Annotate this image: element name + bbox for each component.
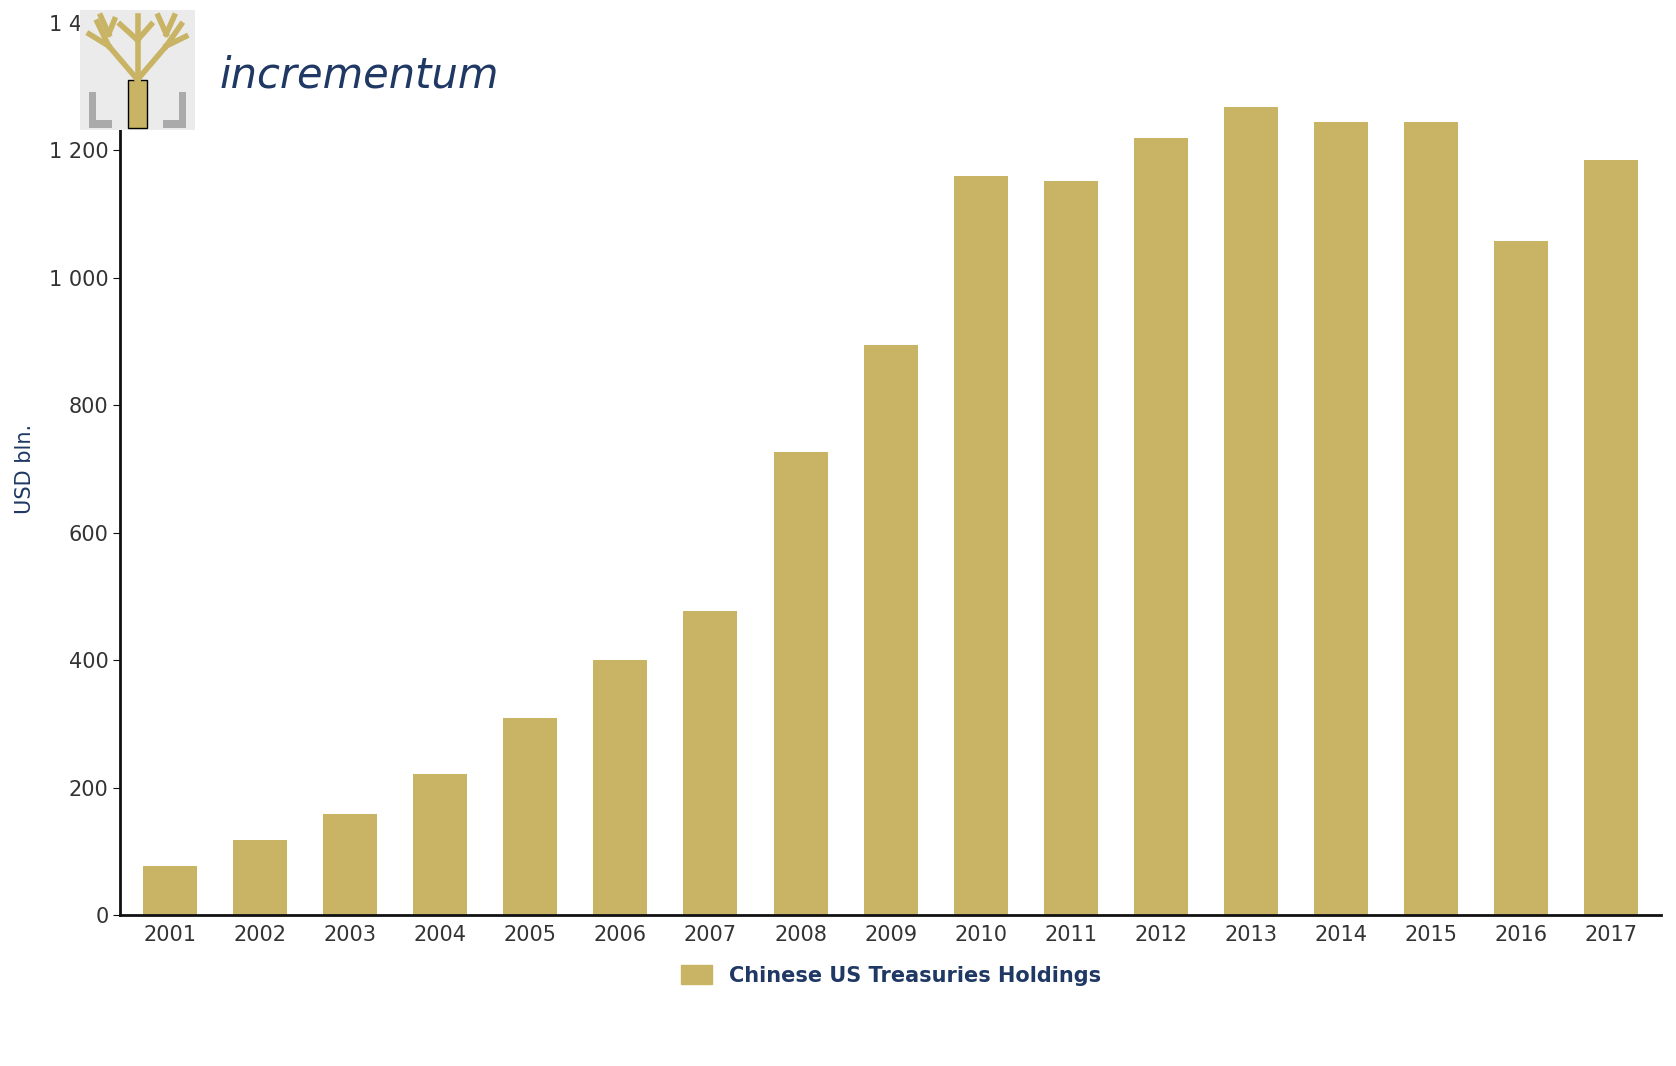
- Legend: Chinese US Treasuries Holdings: Chinese US Treasuries Holdings: [672, 957, 1110, 995]
- Bar: [233, 840, 287, 916]
- Bar: [1314, 123, 1368, 916]
- Bar: [1223, 108, 1279, 916]
- Bar: [1135, 138, 1188, 916]
- FancyBboxPatch shape: [129, 80, 147, 128]
- Bar: [1584, 160, 1639, 916]
- Bar: [163, 120, 186, 128]
- Y-axis label: USD bln.: USD bln.: [15, 424, 35, 514]
- Bar: [684, 611, 737, 916]
- Bar: [774, 452, 828, 916]
- Bar: [89, 120, 112, 128]
- Bar: [1495, 241, 1549, 916]
- Bar: [954, 176, 1007, 916]
- Bar: [179, 92, 186, 128]
- Bar: [142, 866, 196, 916]
- Bar: [503, 717, 558, 916]
- Bar: [1404, 122, 1458, 916]
- Bar: [593, 661, 647, 916]
- Bar: [414, 774, 468, 916]
- Bar: [323, 814, 377, 916]
- Bar: [863, 345, 918, 916]
- Text: incrementum: incrementum: [220, 54, 499, 96]
- Bar: [1044, 181, 1098, 916]
- Bar: [89, 92, 96, 128]
